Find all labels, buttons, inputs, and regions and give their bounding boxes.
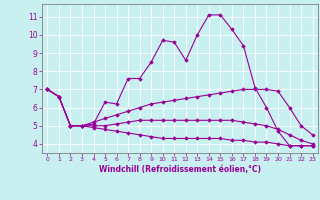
X-axis label: Windchill (Refroidissement éolien,°C): Windchill (Refroidissement éolien,°C): [99, 165, 261, 174]
